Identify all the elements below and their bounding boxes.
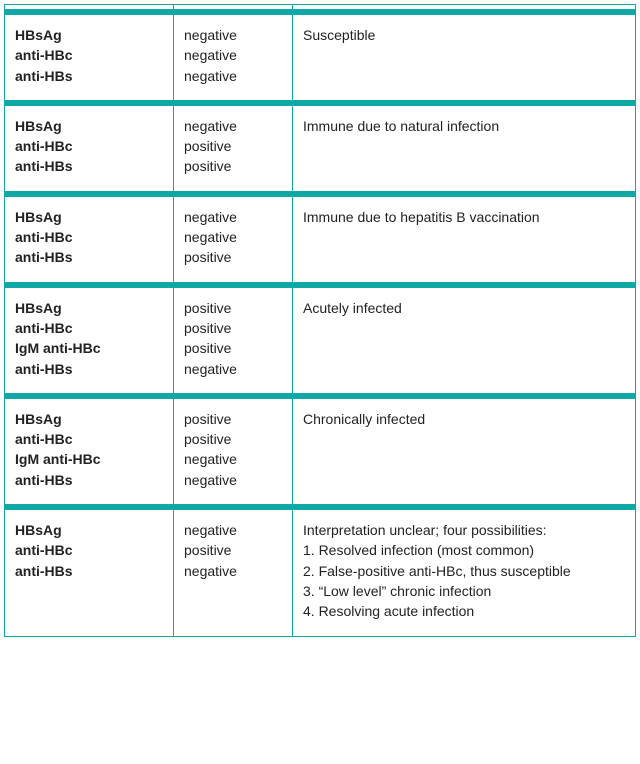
interpretation-cell: Immune due to hepatitis B vaccination [293, 197, 636, 282]
marker-label: anti-HBc [15, 45, 165, 65]
table-row: HBsAganti-HBcanti-HBsnegativenegativepos… [5, 197, 635, 282]
table-row: HBsAganti-HBcanti-HBsnegativenegativeneg… [5, 15, 635, 100]
markers-cell: HBsAganti-HBcIgM anti-HBcanti-HBs [5, 288, 174, 393]
result-value: positive [184, 136, 284, 156]
marker-label: HBsAg [15, 298, 165, 318]
result-value: positive [184, 429, 284, 449]
table-row: HBsAganti-HBcIgM anti-HBcanti-HBspositiv… [5, 288, 635, 393]
interpretation-line: Interpretation unclear; four possibiliti… [303, 520, 627, 540]
interpretation-line: 1. Resolved infection (most common) [303, 540, 627, 560]
markers-cell: HBsAganti-HBcIgM anti-HBcanti-HBs [5, 399, 174, 504]
marker-label: IgM anti-HBc [15, 338, 165, 358]
marker-label: HBsAg [15, 520, 165, 540]
interpretation-cell: Acutely infected [293, 288, 636, 393]
result-value: negative [184, 561, 284, 581]
result-value: negative [184, 227, 284, 247]
marker-label: anti-HBc [15, 227, 165, 247]
interpretation-cell: Susceptible [293, 15, 636, 100]
marker-label: HBsAg [15, 116, 165, 136]
marker-label: anti-HBs [15, 247, 165, 267]
interpretation-cell: Interpretation unclear; four possibiliti… [293, 510, 636, 635]
marker-label: anti-HBs [15, 470, 165, 490]
markers-cell: HBsAganti-HBcanti-HBs [5, 510, 174, 635]
interpretation-line: Acutely infected [303, 298, 627, 318]
interpretation-line: Chronically infected [303, 409, 627, 429]
results-cell: positivepositivenegativenegative [174, 399, 293, 504]
marker-label: anti-HBc [15, 429, 165, 449]
markers-cell: HBsAganti-HBcanti-HBs [5, 197, 174, 282]
marker-label: IgM anti-HBc [15, 449, 165, 469]
marker-label: HBsAg [15, 207, 165, 227]
results-cell: negativepositivepositive [174, 106, 293, 191]
interpretation-cell: Immune due to natural infection [293, 106, 636, 191]
marker-label: anti-HBc [15, 540, 165, 560]
interpretation-line: 4. Resolving acute infection [303, 601, 627, 621]
results-cell: negativenegativepositive [174, 197, 293, 282]
results-cell: negativenegativenegative [174, 15, 293, 100]
marker-label: anti-HBs [15, 359, 165, 379]
serology-table: HBsAganti-HBcanti-HBsnegativenegativeneg… [5, 5, 635, 636]
markers-cell: HBsAganti-HBcanti-HBs [5, 15, 174, 100]
result-value: positive [184, 298, 284, 318]
table-row: HBsAganti-HBcanti-HBsnegativepositiveneg… [5, 510, 635, 635]
results-cell: negativepositivenegative [174, 510, 293, 635]
table-row: HBsAganti-HBcanti-HBsnegativepositivepos… [5, 106, 635, 191]
marker-label: HBsAg [15, 409, 165, 429]
result-value: positive [184, 409, 284, 429]
result-value: negative [184, 45, 284, 65]
markers-cell: HBsAganti-HBcanti-HBs [5, 106, 174, 191]
interpretation-line: Immune due to hepatitis B vaccination [303, 207, 627, 227]
marker-label: HBsAg [15, 25, 165, 45]
result-value: negative [184, 25, 284, 45]
marker-label: anti-HBs [15, 561, 165, 581]
interpretation-line: 2. False-positive anti-HBc, thus suscept… [303, 561, 627, 581]
serology-table-container: HBsAganti-HBcanti-HBsnegativenegativeneg… [4, 4, 636, 637]
result-value: positive [184, 540, 284, 560]
results-cell: positivepositivepositivenegative [174, 288, 293, 393]
marker-label: anti-HBs [15, 66, 165, 86]
result-value: negative [184, 449, 284, 469]
result-value: positive [184, 247, 284, 267]
result-value: negative [184, 116, 284, 136]
marker-label: anti-HBc [15, 136, 165, 156]
interpretation-line: 3. “Low level” chronic infection [303, 581, 627, 601]
table-row: HBsAganti-HBcIgM anti-HBcanti-HBspositiv… [5, 399, 635, 504]
marker-label: anti-HBc [15, 318, 165, 338]
result-value: negative [184, 359, 284, 379]
marker-label: anti-HBs [15, 156, 165, 176]
result-value: negative [184, 207, 284, 227]
result-value: positive [184, 318, 284, 338]
result-value: negative [184, 470, 284, 490]
interpretation-line: Susceptible [303, 25, 627, 45]
interpretation-cell: Chronically infected [293, 399, 636, 504]
result-value: negative [184, 520, 284, 540]
result-value: positive [184, 338, 284, 358]
result-value: positive [184, 156, 284, 176]
result-value: negative [184, 66, 284, 86]
interpretation-line: Immune due to natural infection [303, 116, 627, 136]
